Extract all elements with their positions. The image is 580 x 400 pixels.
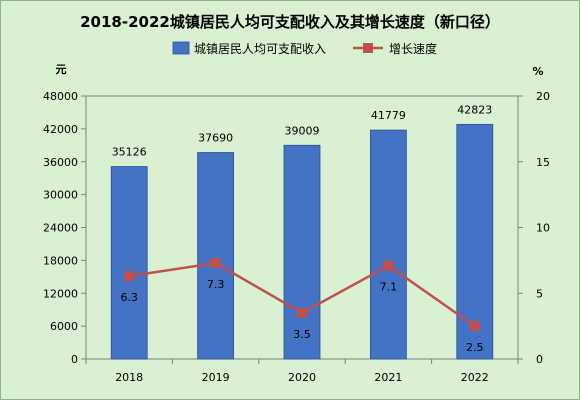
growth-point (383, 260, 394, 271)
bar (456, 123, 494, 360)
bar (110, 166, 148, 360)
bar (283, 144, 321, 360)
y-left-tick-label: 18000 (43, 254, 78, 267)
y-left-tick-label: 12000 (43, 287, 78, 300)
bar-value-label: 37690 (198, 131, 233, 144)
growth-point (469, 321, 480, 332)
growth-value-label: 7.1 (380, 281, 398, 294)
x-tick-label: 2018 (115, 371, 143, 384)
x-tick-label: 2019 (202, 371, 230, 384)
y-right-tick-label: 5 (536, 287, 543, 300)
chart-title: 2018-2022城镇居民人均可支配收入及其增长速度（新口径） (80, 13, 500, 31)
growth-point (124, 271, 135, 282)
bar (369, 129, 407, 360)
bar-labels: 35126 37690 39009 41779 42823 (112, 103, 493, 158)
bar-value-label: 35126 (112, 146, 147, 159)
bar-value-label: 42823 (457, 103, 492, 116)
bar-value-label: 41779 (371, 109, 406, 122)
y-left-tick-label: 42000 (43, 123, 78, 136)
y-left-tick-label: 36000 (43, 156, 78, 169)
y-left-unit: 元 (56, 63, 67, 76)
x-tick-label: 2022 (461, 371, 489, 384)
y-right-tick-label: 0 (536, 353, 543, 366)
bar-value-label: 39009 (285, 124, 320, 137)
y-right-tick-label: 10 (536, 222, 550, 235)
growth-line (124, 258, 480, 332)
x-tick-label: 2021 (374, 371, 402, 384)
legend-line-label: 增长速度 (389, 41, 437, 56)
y-left-tick-label: 24000 (43, 222, 78, 235)
growth-value-label: 6.3 (120, 291, 138, 304)
growth-point (297, 307, 307, 318)
growth-value-label: 2.5 (466, 341, 484, 354)
y-left-tick-label: 30000 (43, 189, 78, 202)
y-left-tick-label: 48000 (43, 90, 78, 103)
legend-line-marker (363, 43, 373, 53)
y-left-tick-label: 0 (71, 353, 78, 366)
legend-bar-label: 城镇居民人均可支配收入 (194, 42, 326, 56)
legend: 城镇居民人均可支配收入 增长速度 (172, 41, 437, 56)
axes: 0 6000 12000 18000 24000 30000 36000 42000 48000… (43, 90, 550, 366)
growth-value-label: 7.3 (207, 278, 225, 291)
y-right-unit: % (532, 65, 543, 78)
legend-bar-swatch (172, 41, 190, 55)
bars (110, 123, 494, 360)
x-tick-label: 2020 (288, 371, 316, 384)
growth-value-label: 3.5 (293, 328, 311, 341)
bar (197, 152, 235, 360)
growth-point (210, 258, 221, 269)
x-labels: 2018 2019 2020 2021 2022 (115, 371, 489, 384)
line-labels: 6.3 7.3 3.5 7.1 2.5 (120, 278, 483, 354)
y-right-tick-label: 15 (536, 156, 550, 169)
y-left-tick-label: 6000 (50, 320, 78, 333)
y-right-tick-label: 20 (536, 90, 550, 103)
